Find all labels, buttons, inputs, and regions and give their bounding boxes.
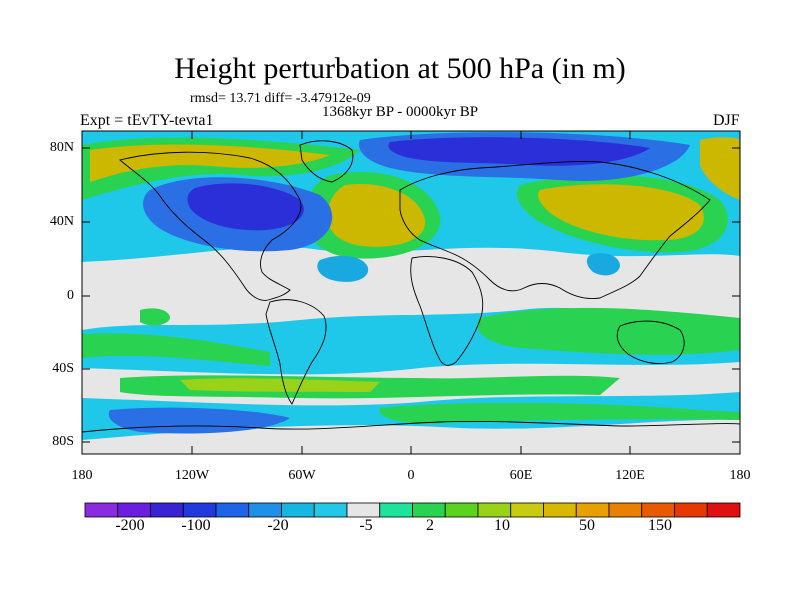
lon-label-0: 0	[407, 468, 415, 483]
colorbar-box-3	[150, 502, 184, 518]
colorbar-label-8: 150	[648, 517, 672, 534]
colorbar-box-4	[182, 502, 217, 518]
colorbar-box-2	[117, 502, 151, 518]
field-siberia-core	[388, 137, 650, 166]
colorbar-label-6: 10	[494, 517, 510, 534]
colorbar-label-2: -100	[181, 517, 211, 534]
colorbar	[84, 502, 741, 518]
field-na-trough-core	[187, 183, 304, 231]
field-antarctic-pos	[379, 402, 740, 424]
season-label: DJF	[713, 112, 740, 129]
colorbar-box-5	[215, 502, 250, 518]
colorbar-label-3: -20	[267, 517, 289, 534]
field-tropic-blob-1	[317, 255, 369, 282]
lon-label-120w: 120W	[174, 468, 210, 483]
coast-antarctica	[82, 421, 740, 433]
field-tropics	[82, 247, 740, 330]
lon-label-60w: 60W	[288, 468, 316, 483]
colorbar-box-9	[346, 502, 381, 518]
field-arctic-core	[90, 144, 330, 182]
height-field	[82, 131, 740, 454]
coast-africa	[410, 256, 484, 366]
field-south-pacific-light	[180, 378, 380, 392]
lon-tickmarks	[81, 131, 741, 454]
colorbar-label-1: -200	[115, 517, 145, 534]
plot-title: Height perturbation at 500 hPa (in m)	[174, 52, 626, 85]
lat-label-40s: 40S	[52, 361, 74, 376]
coast-north-america	[119, 151, 302, 301]
experiment-label: Expt = tEvTY-tevta1	[80, 112, 214, 129]
colorbar-box-12	[444, 502, 479, 518]
field-south-belt	[82, 333, 270, 366]
colorbar-box-17	[608, 502, 643, 518]
lat-label-eq: 0	[67, 288, 74, 303]
colorbar-label-5: 2	[426, 517, 434, 534]
lon-label-120e: 120E	[615, 468, 645, 483]
coast-south-america	[265, 299, 327, 405]
period-label: 1368kyr BP - 0000kyr BP	[322, 104, 479, 120]
colorbar-label-4: -5	[359, 517, 373, 534]
field-atlantic-core	[327, 184, 426, 247]
lon-label-180w: 180	[71, 468, 93, 483]
colorbar-box-14	[510, 502, 544, 518]
colorbar-box-6	[248, 502, 282, 518]
colorbar-box-7	[281, 502, 315, 518]
field-tropic-blob-2	[586, 253, 620, 276]
colorbar-box-13	[477, 502, 512, 518]
colorbar-box-1	[84, 502, 119, 518]
coast-greenland	[299, 140, 354, 183]
colorbar-box-20	[706, 502, 741, 518]
field-south-indian	[477, 307, 740, 355]
colorbar-box-19	[674, 502, 708, 518]
field-pacific-core	[538, 184, 704, 241]
field-east-edge	[700, 137, 740, 200]
colorbar-box-8	[313, 502, 348, 518]
lat-label-80s: 80S	[52, 434, 74, 449]
lon-label-60e: 60E	[509, 468, 533, 483]
coast-eurasia	[399, 161, 711, 299]
colorbar-box-16	[575, 502, 610, 518]
coast-australia	[616, 320, 685, 365]
lat-tickmarks	[82, 147, 740, 443]
colorbar-box-18	[641, 502, 675, 518]
colorbar-label-7: 50	[579, 517, 595, 534]
lat-label-40n: 40N	[49, 214, 74, 229]
lon-label-180e: 180	[729, 468, 751, 483]
colorbar-box-11	[412, 502, 446, 518]
colorbar-box-15	[543, 502, 577, 518]
colorbar-box-10	[379, 502, 413, 518]
coastlines	[82, 140, 740, 433]
lat-label-80n: 80N	[49, 140, 74, 155]
field-tropic-blob-3	[140, 308, 170, 326]
stats-line: rmsd= 13.71 diff= -3.47912e-09	[190, 91, 371, 106]
